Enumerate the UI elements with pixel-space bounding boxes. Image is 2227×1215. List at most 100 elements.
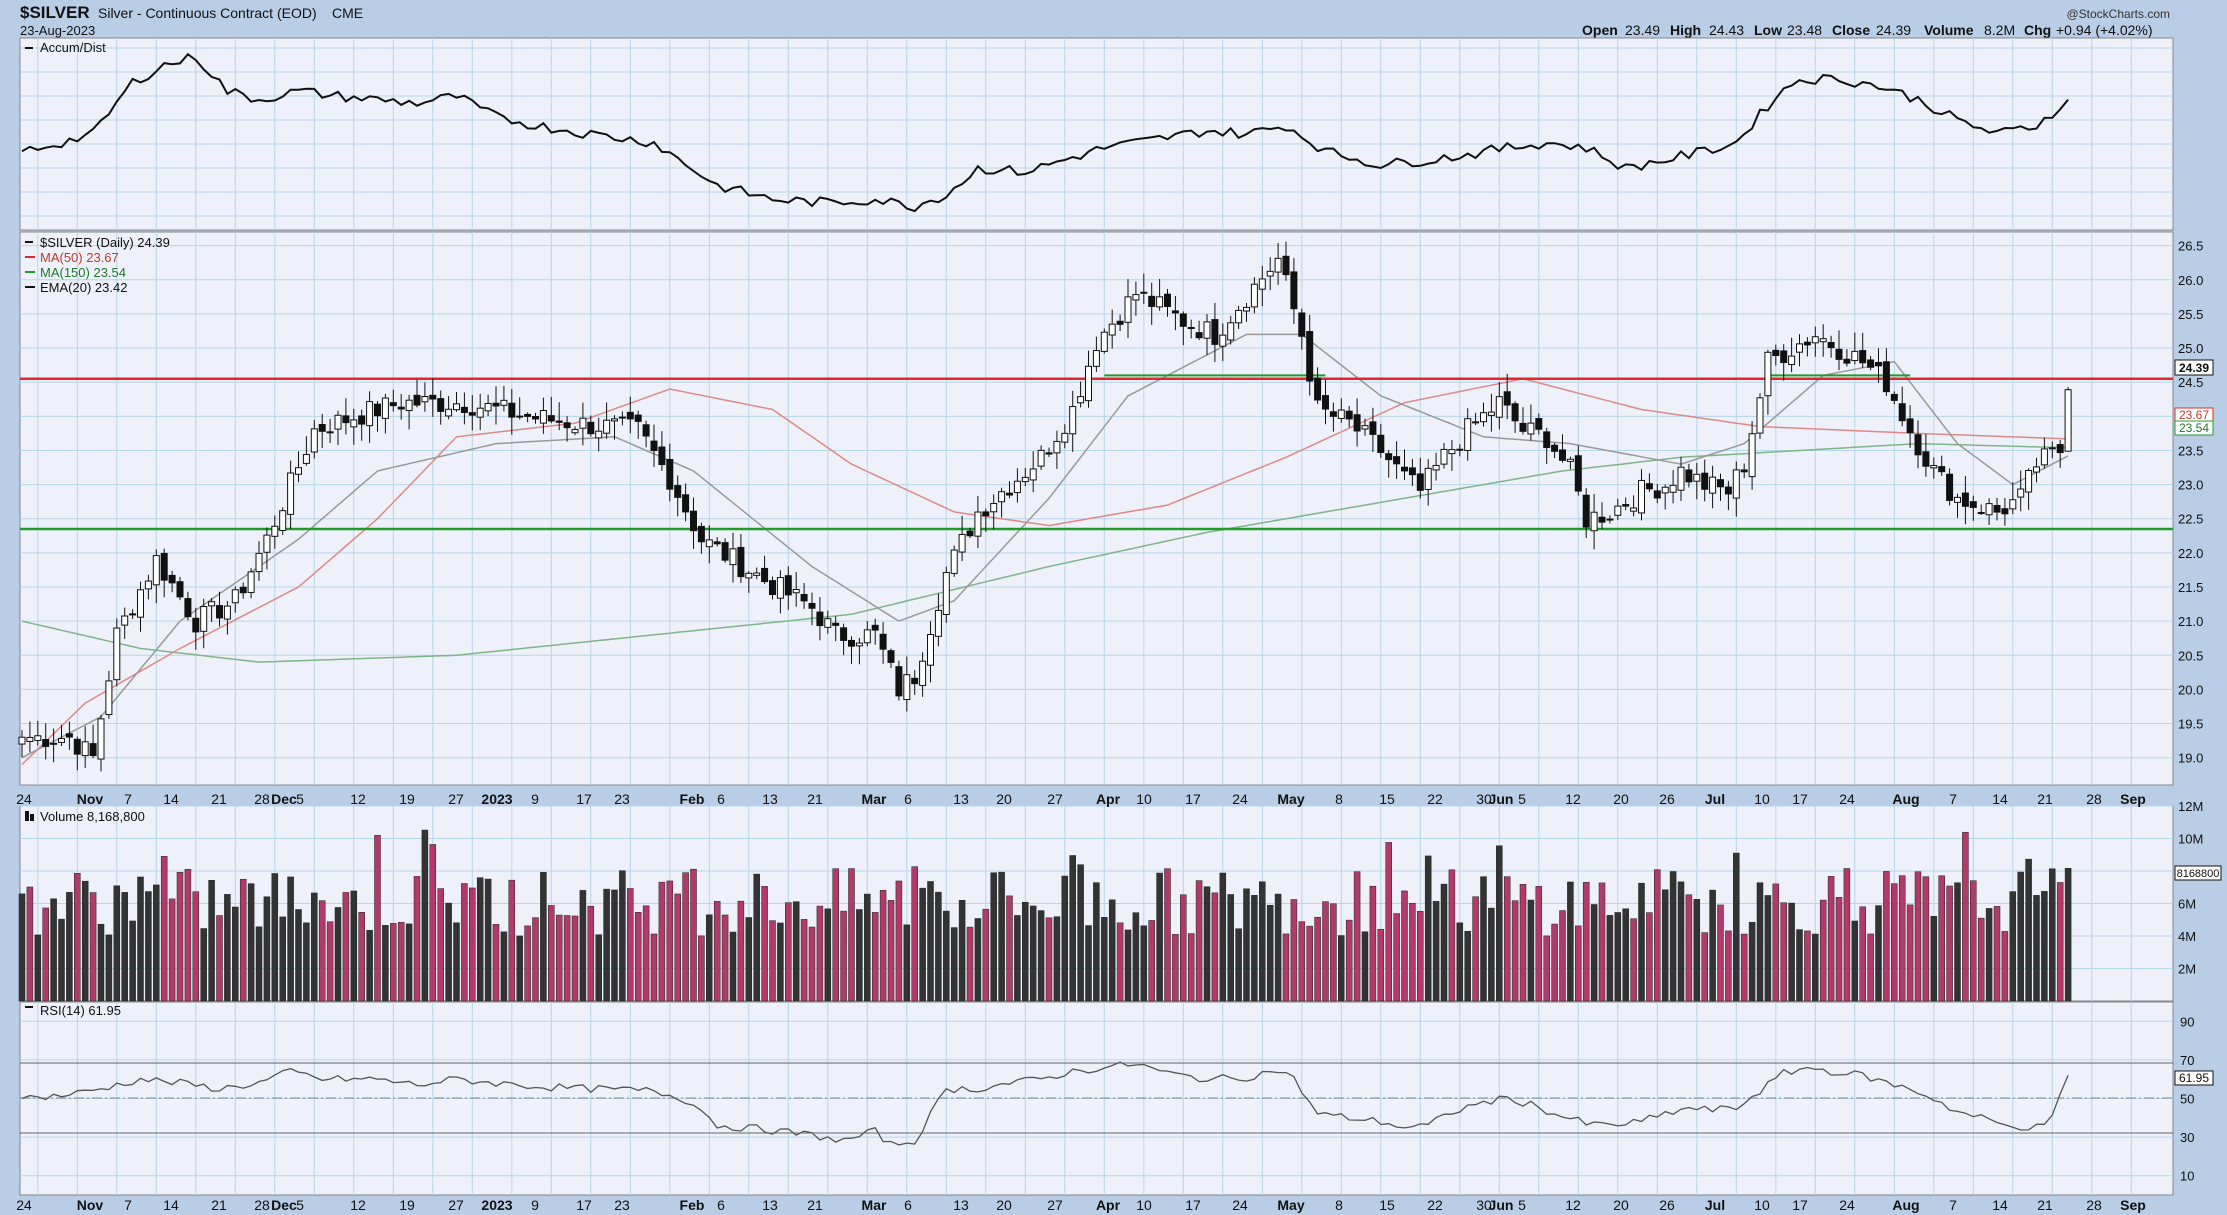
candle-body xyxy=(547,415,555,422)
volume-bar xyxy=(919,887,926,1002)
x-tick-label: 13 xyxy=(762,1197,778,1213)
volume-bar xyxy=(1093,882,1100,1002)
candle-body xyxy=(1574,455,1582,492)
volume-bar xyxy=(350,890,358,1002)
volume-bar xyxy=(1029,905,1037,1002)
x-tick-label: 20 xyxy=(1613,791,1629,807)
volume-bar xyxy=(1993,906,2001,1002)
candle-body xyxy=(1922,451,1930,467)
x-tick-label: 23 xyxy=(614,791,630,807)
candle-body xyxy=(1669,484,1677,493)
volume-bar xyxy=(516,935,523,1002)
volume-bar xyxy=(958,900,966,1002)
price-tick-label: 20.0 xyxy=(2178,682,2203,697)
candle-body xyxy=(1029,468,1037,481)
candle-body xyxy=(89,743,97,757)
volume-bar xyxy=(1867,933,1874,1002)
accum-dist-line xyxy=(21,52,2069,213)
volume-bar xyxy=(698,935,705,1002)
volume-bar xyxy=(334,907,342,1002)
x-tick-label: 22 xyxy=(1427,791,1443,807)
candle-body xyxy=(137,589,144,618)
candle-body xyxy=(1661,486,1669,494)
indicator-lines xyxy=(21,52,2069,1146)
candle-body xyxy=(1851,350,1859,361)
volume-bar xyxy=(1646,912,1653,1002)
volume-bar xyxy=(879,890,887,1002)
candle-body xyxy=(587,421,595,435)
candle-body xyxy=(571,428,579,434)
x-tick-label: 14 xyxy=(1992,791,2008,807)
candle-body xyxy=(516,415,524,418)
candle-body xyxy=(1985,503,1993,516)
volume-bar xyxy=(1180,894,1187,1002)
candle-body xyxy=(192,617,200,633)
volume-bar xyxy=(1361,931,1369,1002)
volume-bar xyxy=(1835,897,1843,1002)
volume-tick-label: 10M xyxy=(2178,832,2203,847)
candle-body xyxy=(58,738,65,743)
x-tick-label: 17 xyxy=(1185,1197,1201,1213)
volume-bar xyxy=(153,884,160,1002)
volume-bar xyxy=(1543,935,1550,1002)
candle-body xyxy=(1077,396,1085,404)
volume-bar xyxy=(1116,922,1124,1002)
candle-body xyxy=(1353,414,1361,432)
volume-bar xyxy=(1843,868,1851,1002)
volume-bar xyxy=(1345,919,1353,1002)
candle-body xyxy=(934,609,942,637)
candle-body xyxy=(1685,469,1693,483)
volume-bar xyxy=(421,829,429,1002)
volume-bar xyxy=(1582,882,1590,1002)
candle-body xyxy=(34,735,42,741)
volume-bar xyxy=(1638,882,1645,1002)
candle-body xyxy=(1258,278,1266,290)
x-tick-label: 5 xyxy=(1518,1197,1526,1213)
x-tick-label: 12 xyxy=(1565,1197,1581,1213)
volume-bar xyxy=(1819,899,1827,1002)
volume-bar xyxy=(1985,908,1993,1002)
x-tick-label: 7 xyxy=(1949,791,1957,807)
candle-body xyxy=(1890,393,1898,401)
volume-bar xyxy=(1424,855,1432,1002)
candle-body xyxy=(1266,270,1274,277)
candle-body xyxy=(1250,283,1258,308)
volume-bar xyxy=(1606,915,1614,1002)
volume-bar xyxy=(1527,899,1535,1002)
candle-body xyxy=(1092,350,1100,367)
candle-body xyxy=(1559,449,1566,461)
volume-bar xyxy=(903,924,911,1002)
volume-bar xyxy=(461,883,468,1002)
volume-bar xyxy=(555,914,563,1002)
x-tick-label: 27 xyxy=(448,1197,464,1213)
candle-body xyxy=(105,680,113,716)
candle-body xyxy=(1100,331,1108,352)
candle-body xyxy=(389,402,397,407)
candle-body xyxy=(1298,312,1306,337)
candle-body xyxy=(879,633,887,650)
volume-bar xyxy=(1172,934,1179,1002)
volume-bar xyxy=(326,921,334,1002)
candle-body xyxy=(1519,422,1527,432)
volume-bar xyxy=(1330,903,1337,1002)
candle-body xyxy=(239,586,247,594)
x-tick-label: Jul xyxy=(1705,1197,1725,1213)
volume-bar xyxy=(453,922,460,1002)
candle-body xyxy=(1156,296,1164,308)
x-tick-label: Jun xyxy=(1489,1197,1514,1213)
candle-body xyxy=(113,627,121,681)
candle-body xyxy=(642,424,650,437)
candle-body xyxy=(1037,449,1045,467)
volume-bar xyxy=(208,880,215,1002)
last-price-tag-text: 24.39 xyxy=(2179,361,2209,375)
candle-body xyxy=(1021,476,1029,483)
volume-bar xyxy=(1266,904,1274,1002)
accum-panel xyxy=(19,37,2174,231)
volume-bar xyxy=(1211,892,1219,1002)
volume-bar xyxy=(1930,915,1938,1002)
x-tick-label: 21 xyxy=(2037,1197,2053,1213)
candle-body xyxy=(1543,431,1551,449)
x-tick-label: 24 xyxy=(1839,1197,1855,1213)
candle-body xyxy=(2048,447,2056,450)
volume-bar xyxy=(1883,871,1890,1002)
